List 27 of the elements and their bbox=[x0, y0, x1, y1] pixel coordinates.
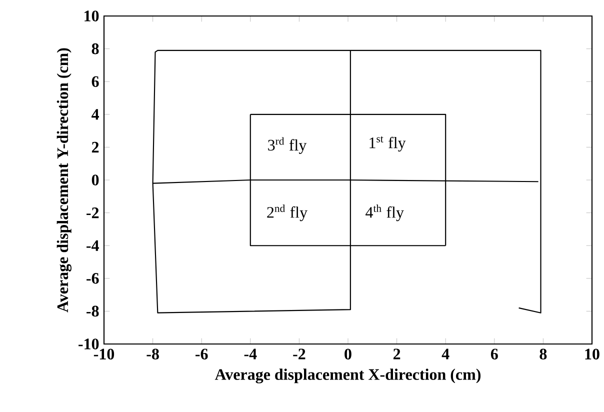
x-tick-label: 0 bbox=[344, 348, 352, 360]
x-axis-title: Average displacement X-direction (cm) bbox=[214, 368, 481, 384]
y-tick-label: -8 bbox=[86, 306, 99, 317]
x-tick-label: 6 bbox=[490, 348, 498, 360]
x-tick-label: -2 bbox=[293, 348, 306, 360]
y-tick-label: -10 bbox=[78, 338, 99, 350]
y-axis-title: Average displacement Y-direction (cm) bbox=[56, 48, 72, 312]
x-tick-label: 4 bbox=[442, 348, 450, 360]
annotation: 3$^{rd}$ fly bbox=[268, 137, 307, 154]
y-tick-label: -4 bbox=[86, 240, 99, 251]
y-tick-label: 4 bbox=[92, 109, 99, 120]
y-tick-label: -2 bbox=[86, 208, 99, 218]
annotation: 1$^{st}$ fly bbox=[370, 136, 406, 152]
annotation: 2$^{nd}$ fly bbox=[267, 204, 308, 222]
y-tick-label: 6 bbox=[92, 76, 99, 87]
y-tick-label: 10 bbox=[84, 10, 99, 22]
y-tick-label: -6 bbox=[86, 273, 99, 284]
x-tick-label: 2 bbox=[393, 348, 400, 360]
y-tick-label: 0 bbox=[92, 174, 99, 186]
annotation: 4$^{th}$ fly bbox=[366, 204, 404, 222]
x-tick-label: 10 bbox=[585, 348, 600, 360]
x-tick-label: -6 bbox=[196, 348, 208, 360]
y-tick-label: 2 bbox=[92, 142, 99, 152]
x-tick-label: 8 bbox=[540, 348, 547, 360]
x-tick-label: -8 bbox=[146, 348, 159, 360]
x-tick-label: -4 bbox=[244, 348, 257, 360]
y-tick-label: 8 bbox=[92, 43, 99, 54]
